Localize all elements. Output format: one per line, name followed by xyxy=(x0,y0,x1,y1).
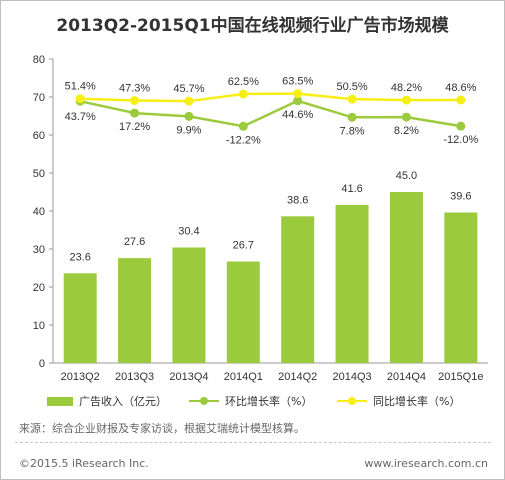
y-tick-label: 10 xyxy=(33,320,45,332)
qoq-data-label: 43.7% xyxy=(65,111,96,123)
chart-title: 2013Q2-2015Q1中国在线视频行业广告市场规模 xyxy=(56,16,449,36)
qoq-data-label: 9.9% xyxy=(176,124,201,136)
bar xyxy=(63,273,97,363)
bar-data-label: 27.6 xyxy=(124,236,145,248)
bar-data-label: 38.6 xyxy=(287,194,308,206)
yoy-point xyxy=(456,95,466,105)
yoy-data-label: 62.5% xyxy=(228,76,259,88)
y-tick-label: 70 xyxy=(33,92,45,104)
bar xyxy=(444,212,478,363)
bar-data-label: 41.6 xyxy=(341,183,362,195)
legend-line-swatch-qoq xyxy=(189,397,219,405)
legend-label-qoq: 环比增长率（%） xyxy=(225,395,313,408)
legend: 广告收入（亿元） 环比增长率（%） 同比增长率（%） xyxy=(47,393,467,409)
bar xyxy=(335,204,369,363)
legend-item-qoq: 环比增长率（%） xyxy=(189,393,312,409)
qoq-point xyxy=(238,121,248,131)
bar xyxy=(389,192,423,363)
footer-divider xyxy=(15,442,491,443)
legend-bar-swatch xyxy=(47,396,73,406)
yoy-data-label: 51.4% xyxy=(65,81,96,93)
legend-item-revenue: 广告收入（亿元） xyxy=(47,393,167,409)
chart-svg: 0 10 20 30 40 50 60 70 80 2013Q2 2013Q3 2013Q4 2014Q… xyxy=(33,54,488,383)
yoy-line xyxy=(80,92,461,103)
y-tick-label: 0 xyxy=(39,358,45,370)
x-tick-label: 2013Q4 xyxy=(169,371,208,383)
x-tick-label: 2013Q3 xyxy=(115,371,154,383)
x-tick-label: 2014Q4 xyxy=(387,371,426,383)
yoy-data-label: 48.2% xyxy=(391,82,422,94)
qoq-point xyxy=(347,112,357,122)
copyright: ©2015.5 iResearch Inc. xyxy=(19,457,149,470)
y-tick-label: 40 xyxy=(33,206,45,218)
x-tick-label: 2014Q1 xyxy=(224,371,263,383)
qoq-data-label: 44.6% xyxy=(282,109,313,121)
yoy-point xyxy=(401,95,411,105)
bar-data-label: 39.6 xyxy=(450,191,471,203)
y-tick-label: 30 xyxy=(33,244,45,256)
bar xyxy=(118,258,152,363)
qoq-point xyxy=(293,96,303,106)
y-tick-label: 80 xyxy=(33,54,45,66)
x-tick-label: 2014Q3 xyxy=(332,371,371,383)
yoy-point xyxy=(184,96,194,106)
yoy-data-label: 45.7% xyxy=(173,83,204,95)
bar-data-label: 45.0 xyxy=(396,170,417,182)
yoy-point xyxy=(347,94,357,104)
bar xyxy=(172,247,206,363)
qoq-point xyxy=(130,108,140,118)
source-note: 来源：综合企业财报及专家访谈，根据艾瑞统计模型核算。 xyxy=(19,422,305,435)
bar-data-label: 23.6 xyxy=(69,251,90,263)
legend-item-yoy: 同比增长率（%） xyxy=(337,393,460,409)
x-tick-label: 2015Q1e xyxy=(438,371,483,383)
yoy-point xyxy=(293,89,303,99)
x-tick-label: 2014Q2 xyxy=(278,371,317,383)
x-tick-label: 2013Q2 xyxy=(61,371,100,383)
legend-label-revenue: 广告收入（亿元） xyxy=(79,395,167,408)
legend-marker-yoy xyxy=(348,397,356,405)
qoq-data-label: 8.2% xyxy=(394,125,419,137)
yoy-point xyxy=(238,89,248,99)
legend-marker-qoq xyxy=(200,397,208,405)
yoy-data-label: 47.3% xyxy=(119,82,150,94)
bar-data-label: 26.7 xyxy=(233,240,254,252)
qoq-point xyxy=(184,111,194,121)
y-tick-label: 50 xyxy=(33,168,45,180)
qoq-data-label: -12.2% xyxy=(226,134,261,146)
bar xyxy=(281,216,315,363)
qoq-point xyxy=(401,112,411,122)
yoy-point xyxy=(75,94,85,104)
qoq-data-label: -12.0% xyxy=(443,134,478,146)
qoq-line xyxy=(79,99,462,128)
y-tick-label: 20 xyxy=(33,282,45,294)
bar xyxy=(226,261,260,363)
legend-label-yoy: 同比增长率（%） xyxy=(373,395,461,408)
yoy-point xyxy=(130,95,140,105)
yoy-data-label: 48.6% xyxy=(445,82,476,94)
qoq-data-label: 7.8% xyxy=(340,125,365,137)
website: www.iresearch.com.cn xyxy=(364,457,488,470)
qoq-data-label: 17.2% xyxy=(119,121,150,133)
legend-line-swatch-yoy xyxy=(337,397,367,405)
y-tick-label: 60 xyxy=(33,130,45,142)
yoy-data-label: 50.5% xyxy=(336,81,367,93)
bar-data-label: 30.4 xyxy=(178,225,199,237)
yoy-data-label: 63.5% xyxy=(282,76,313,88)
qoq-point xyxy=(456,121,466,131)
